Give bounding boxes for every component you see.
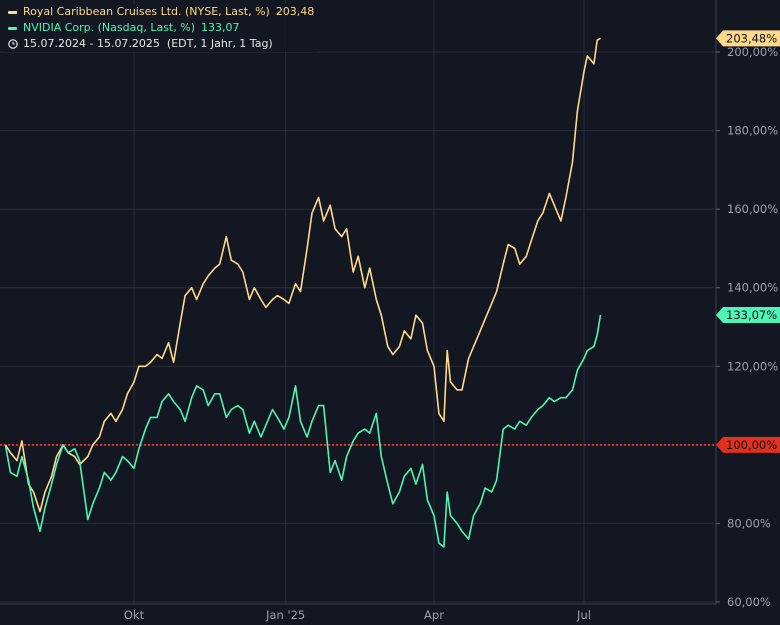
legend-item-rcl[interactable]: Royal Caribbean Cruises Ltd. (NYSE, Last… bbox=[4, 4, 319, 20]
legend-nvda-value: 133,07 bbox=[200, 21, 240, 34]
x-tick-label: Jan '25 bbox=[265, 608, 305, 622]
legend: Royal Caribbean Cruises Ltd. (NYSE, Last… bbox=[4, 4, 319, 52]
x-tick-label: Jul bbox=[576, 608, 591, 622]
rcl-last-badge-shape bbox=[716, 30, 780, 47]
baseline-badge: 100,00% bbox=[716, 436, 780, 453]
y-tick-label: 200,00% bbox=[727, 45, 778, 59]
baseline-badge-shape bbox=[716, 436, 780, 453]
y-tick-label: 80,00% bbox=[727, 516, 771, 530]
rcl-last-badge: 203,48% bbox=[716, 30, 780, 47]
rcl-swatch-icon bbox=[8, 10, 17, 14]
nvda-last-badge-text: 133,07% bbox=[726, 308, 777, 322]
x-tick-label: Apr bbox=[424, 608, 444, 622]
y-tick-label: 120,00% bbox=[727, 359, 778, 373]
clock-icon bbox=[8, 39, 18, 49]
grid-lines bbox=[0, 0, 717, 605]
y-tick-label: 140,00% bbox=[727, 281, 778, 295]
x-axis: Okt Jan '25 Apr Jul bbox=[124, 608, 591, 622]
rcl-series-line bbox=[4, 37, 601, 513]
legend-rcl-value: 203,48 bbox=[275, 5, 315, 18]
legend-rcl-name: Royal Caribbean Cruises Ltd. (NYSE, Last… bbox=[23, 5, 270, 18]
series-lines bbox=[0, 37, 716, 548]
price-badges: 203,48% 133,07% 100,00% bbox=[716, 30, 780, 453]
nvda-swatch-icon bbox=[8, 26, 17, 30]
baseline-badge-text: 100,00% bbox=[726, 438, 777, 452]
y-axis: 200,00% 180,00% 160,00% 140,00% 120,00% 80,00… bbox=[716, 45, 778, 609]
x-tick-label: Okt bbox=[124, 608, 145, 622]
y-tick-label: 180,00% bbox=[727, 124, 778, 138]
legend-range[interactable]: 15.07.2024 - 15.07.2025 (EDT, 1 Jahr, 1 … bbox=[4, 36, 319, 52]
y-tick-label: 60,00% bbox=[727, 595, 771, 609]
date-range-label: 15.07.2024 - 15.07.2025 (EDT, 1 Jahr, 1 … bbox=[23, 37, 273, 50]
nvda-last-badge: 133,07% bbox=[716, 306, 780, 323]
nvda-last-badge-shape bbox=[716, 306, 780, 323]
legend-nvda-name: NVIDIA Corp. (Nasdaq, Last, %) bbox=[23, 21, 195, 34]
legend-item-nvda[interactable]: NVIDIA Corp. (Nasdaq, Last, %) 133,07 bbox=[4, 20, 319, 36]
rcl-last-badge-text: 203,48% bbox=[726, 31, 777, 45]
nvda-series-line bbox=[4, 314, 602, 548]
y-tick-label: 160,00% bbox=[727, 202, 778, 216]
